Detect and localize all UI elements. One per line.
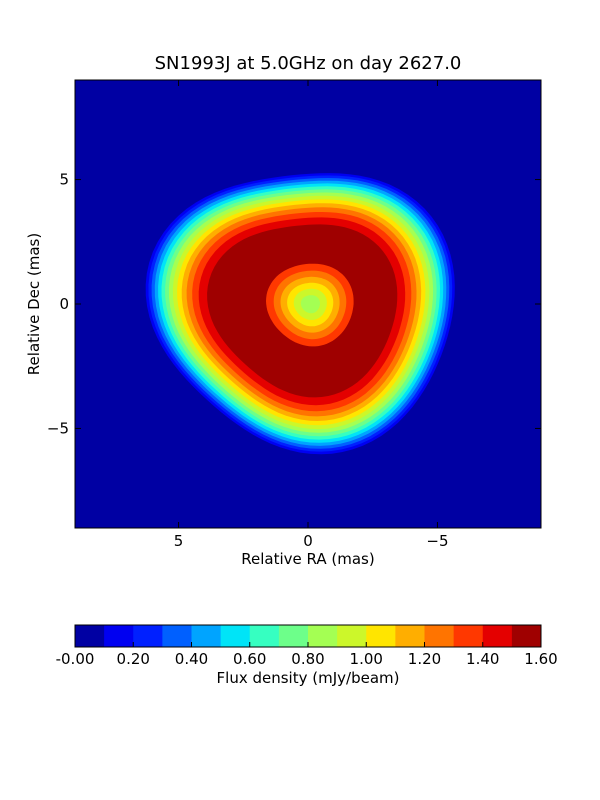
colorbar-cell bbox=[482, 625, 513, 647]
colorbar-cell bbox=[424, 625, 455, 647]
x-tick-label: 0 bbox=[303, 532, 313, 550]
x-axis-ticks: 5 0 −5 bbox=[174, 80, 449, 550]
colorbar-cell bbox=[278, 625, 309, 647]
colorbar-cell bbox=[249, 625, 280, 647]
colorbar-tick-label: 1.40 bbox=[466, 650, 499, 668]
x-axis-label: Relative RA (mas) bbox=[241, 550, 374, 568]
colorbar-ticks: -0.00 0.20 0.40 0.60 0.80 1.00 1.20 1.40 1.60 bbox=[56, 642, 558, 668]
colorbar-label: Flux density (mJy/beam) bbox=[217, 669, 400, 687]
colorbar-tick-label: 0.20 bbox=[117, 650, 150, 668]
contour-core-band bbox=[300, 295, 320, 314]
colorbar-cell bbox=[162, 625, 192, 647]
colorbar-tick-label: -0.00 bbox=[56, 650, 95, 668]
contour-layer bbox=[75, 80, 541, 528]
y-tick-label: 5 bbox=[59, 171, 69, 189]
colorbar-tick-label: 1.00 bbox=[350, 650, 383, 668]
colorbar-tick-label: 1.60 bbox=[524, 650, 557, 668]
y-tick-label: −5 bbox=[47, 419, 69, 437]
colorbar-cell bbox=[366, 625, 396, 647]
colorbar-cell bbox=[191, 625, 222, 647]
colorbar-cell bbox=[104, 625, 134, 647]
colorbar-cell bbox=[133, 625, 163, 647]
colorbar-cell bbox=[220, 625, 251, 647]
plot-area: 5 0 −5 5 0 −5 bbox=[47, 79, 542, 550]
colorbar: -0.00 0.20 0.40 0.60 0.80 1.00 1.20 1.40 1.60 Fl… bbox=[56, 624, 558, 687]
x-tick-label: 5 bbox=[174, 532, 184, 550]
chart-title: SN1993J at 5.0GHz on day 2627.0 bbox=[155, 53, 462, 74]
colorbar-tick-label: 0.80 bbox=[291, 650, 324, 668]
y-tick-label: 0 bbox=[59, 295, 69, 313]
colorbar-cell bbox=[308, 625, 338, 647]
colorbar-tick-label: 0.60 bbox=[233, 650, 266, 668]
y-axis-label: Relative Dec (mas) bbox=[25, 233, 43, 375]
colorbar-cells bbox=[75, 625, 542, 647]
colorbar-tick-label: 1.20 bbox=[408, 650, 441, 668]
colorbar-cell bbox=[395, 625, 425, 647]
colorbar-cell bbox=[337, 625, 367, 647]
colorbar-cell bbox=[511, 625, 542, 647]
colorbar-cell bbox=[453, 625, 484, 647]
y-axis-ticks: 5 0 −5 bbox=[47, 171, 541, 437]
colorbar-tick-label: 0.40 bbox=[175, 650, 208, 668]
x-tick-label: −5 bbox=[426, 532, 448, 550]
colorbar-cell bbox=[75, 625, 105, 647]
